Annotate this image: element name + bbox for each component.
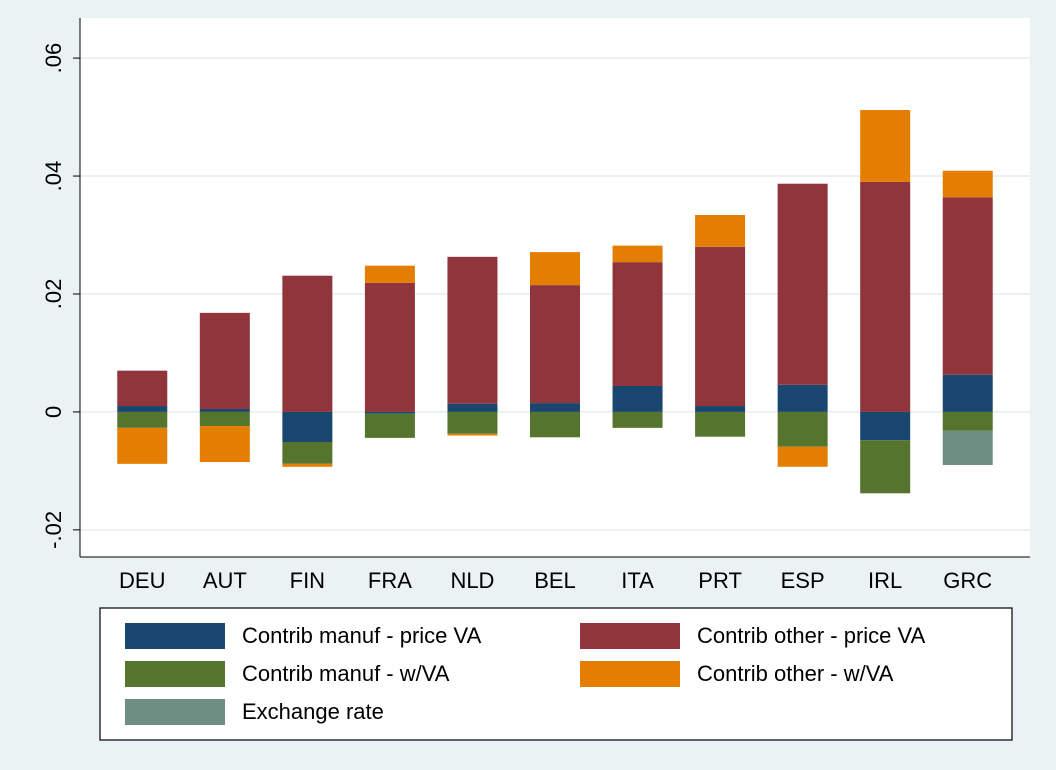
- bar-segment: [199, 426, 250, 463]
- bar-segment: [777, 384, 828, 412]
- x-tick-label: FIN: [290, 568, 325, 593]
- bar-segment: [777, 183, 828, 385]
- bar-segment: [530, 411, 580, 438]
- bar-segment: [695, 406, 746, 412]
- y-tick-label: .06: [41, 43, 66, 74]
- y-tick-label: -.02: [41, 511, 66, 549]
- bar-segment: [199, 408, 250, 412]
- bar-segment: [282, 411, 333, 443]
- bar-segment: [612, 245, 663, 263]
- x-tick-label: DEU: [119, 568, 165, 593]
- bar-segment: [942, 374, 993, 412]
- x-tick-label: AUT: [203, 568, 247, 593]
- legend-box: [99, 607, 1013, 741]
- bar-segment: [282, 463, 333, 467]
- x-tick-label: IRL: [868, 568, 902, 593]
- bar-segment: [777, 411, 828, 447]
- bar-segment: [364, 282, 415, 412]
- bar-segment: [860, 109, 911, 182]
- y-tick-label: 0: [41, 406, 66, 418]
- bar-segment: [860, 181, 911, 412]
- bar-segment: [530, 285, 580, 404]
- legend-swatch: [125, 623, 225, 649]
- legend-label: Exchange rate: [242, 699, 384, 724]
- bar-segment: [117, 411, 168, 428]
- x-tick-label: GRC: [943, 568, 992, 593]
- bar-segment: [117, 370, 168, 407]
- x-tick-label: ITA: [621, 568, 654, 593]
- legend-label: Contrib other - w/VA: [697, 661, 894, 686]
- legend-label: Contrib manuf - price VA: [242, 623, 482, 648]
- x-tick-label: FRA: [368, 568, 412, 593]
- bar-segment: [117, 427, 168, 464]
- bar-segment: [282, 442, 333, 464]
- bar-segment: [942, 170, 993, 198]
- legend-label: Contrib other - price VA: [697, 623, 926, 648]
- y-tick-label: .02: [41, 279, 66, 310]
- x-tick-label: NLD: [450, 568, 494, 593]
- bar-segment: [447, 433, 498, 436]
- bar-segment: [199, 312, 250, 409]
- bar-segment: [447, 403, 498, 412]
- bar-segment: [860, 411, 911, 441]
- bar-segment: [777, 446, 828, 467]
- bar-segment: [282, 275, 333, 412]
- x-tick-label: PRT: [698, 568, 742, 593]
- bar-segment: [447, 411, 498, 434]
- bar-segment: [530, 403, 580, 412]
- bar-segment: [695, 214, 746, 247]
- legend-label: Contrib manuf - w/VA: [242, 661, 450, 686]
- bar-segment: [695, 411, 746, 437]
- bar-segment: [364, 411, 415, 414]
- legend-swatch: [580, 661, 680, 687]
- bar-segment: [942, 411, 993, 431]
- bar-segment: [530, 252, 580, 286]
- bar-segment: [364, 413, 415, 438]
- bar-segment: [612, 262, 663, 386]
- bar-segment: [942, 197, 993, 375]
- bar-segment: [942, 430, 993, 466]
- y-tick-label: .04: [41, 161, 66, 192]
- bar-segment: [364, 265, 415, 283]
- bar-segment: [117, 406, 168, 412]
- x-tick-label: BEL: [534, 568, 576, 593]
- bar-segment: [199, 411, 250, 427]
- legend-swatch: [125, 661, 225, 687]
- bar-segment: [695, 246, 746, 407]
- legend-swatch: [580, 623, 680, 649]
- legend-swatch: [125, 699, 225, 725]
- bar-segment: [860, 440, 911, 494]
- bar-segment: [447, 256, 498, 404]
- x-tick-label: ESP: [781, 568, 825, 593]
- bar-segment: [612, 411, 663, 428]
- bar-segment: [612, 385, 663, 412]
